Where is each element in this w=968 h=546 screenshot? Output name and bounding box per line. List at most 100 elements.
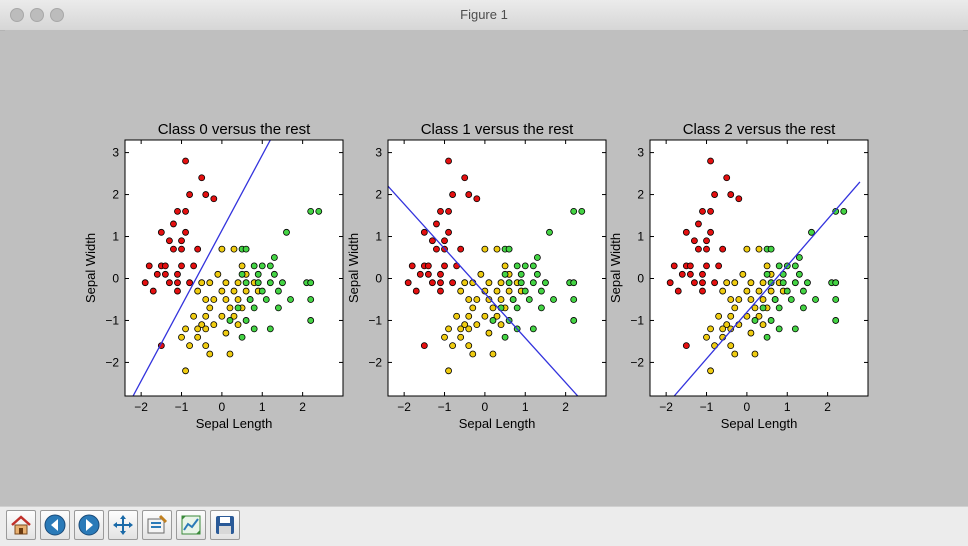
point-class1 xyxy=(707,325,714,333)
point-class2 xyxy=(578,207,586,215)
point-class2 xyxy=(501,333,509,341)
point-class2 xyxy=(266,325,274,333)
point-class0 xyxy=(186,191,193,198)
point-class1 xyxy=(747,296,755,303)
point-class2 xyxy=(795,270,803,278)
point-class1 xyxy=(457,333,465,341)
point-class0 xyxy=(703,245,710,253)
minimize-window-button[interactable] xyxy=(30,8,44,22)
pan-move-icon xyxy=(113,515,133,535)
x-tick-label: −1 xyxy=(175,400,189,414)
point-class2 xyxy=(570,296,578,303)
point-class0 xyxy=(437,270,444,278)
point-class1 xyxy=(505,287,513,295)
point-class1 xyxy=(715,312,723,320)
point-class0 xyxy=(445,207,452,215)
point-class2 xyxy=(767,317,775,324)
scatter-points xyxy=(404,157,586,375)
point-class1 xyxy=(234,321,242,329)
point-class1 xyxy=(222,296,230,303)
back-button[interactable] xyxy=(40,510,70,540)
home-icon xyxy=(11,515,31,535)
point-class1 xyxy=(465,312,473,320)
point-class2 xyxy=(804,279,811,287)
point-class0 xyxy=(178,262,185,270)
point-class1 xyxy=(202,296,210,303)
point-class2 xyxy=(307,296,315,303)
point-class0 xyxy=(703,262,710,270)
point-class2 xyxy=(315,207,323,215)
y-tick-label: −2 xyxy=(368,355,382,369)
configure-subplots-button[interactable] xyxy=(176,510,206,540)
forward-button[interactable] xyxy=(74,510,104,540)
point-class1 xyxy=(461,321,469,329)
point-class2 xyxy=(538,287,545,295)
point-class0 xyxy=(178,237,185,245)
point-class1 xyxy=(763,262,771,270)
point-class2 xyxy=(517,279,525,287)
y-tick-label: 1 xyxy=(375,230,382,244)
zoom-button[interactable] xyxy=(142,510,172,540)
point-class2 xyxy=(800,304,807,312)
point-class1 xyxy=(759,296,767,303)
save-button[interactable] xyxy=(210,510,240,540)
point-class2 xyxy=(538,304,545,312)
pan-button[interactable] xyxy=(108,510,138,540)
point-class2 xyxy=(791,325,799,333)
point-class0 xyxy=(707,157,714,165)
point-class0 xyxy=(674,287,682,295)
point-class2 xyxy=(307,279,315,287)
point-class1 xyxy=(182,325,189,333)
point-class1 xyxy=(198,321,206,329)
x-tick-label: 0 xyxy=(482,400,489,414)
point-class1 xyxy=(497,321,505,329)
point-class1 xyxy=(194,287,202,295)
point-class2 xyxy=(529,325,537,333)
x-axis-label: Sepal Length xyxy=(459,416,536,431)
point-class1 xyxy=(759,279,767,287)
point-class2 xyxy=(775,304,783,312)
zoom-window-button[interactable] xyxy=(50,8,64,22)
figure-canvas[interactable]: Class 0 versus the rest −2 −1 0 1 2 −2 −1 0 1 2 3 Se… xyxy=(5,30,963,506)
point-class0 xyxy=(691,237,698,245)
back-arrow-icon xyxy=(44,514,66,536)
close-window-button[interactable] xyxy=(10,8,24,22)
point-class1 xyxy=(226,304,234,312)
point-class1 xyxy=(469,304,477,312)
point-class0 xyxy=(699,207,706,215)
point-class2 xyxy=(832,279,840,287)
point-class2 xyxy=(840,207,848,215)
point-class0 xyxy=(715,262,723,270)
point-class1 xyxy=(735,296,743,303)
point-class1 xyxy=(493,287,501,295)
home-button[interactable] xyxy=(6,510,36,540)
point-class0 xyxy=(433,220,440,228)
point-class1 xyxy=(202,312,210,320)
axes-frame xyxy=(387,139,607,397)
point-class0 xyxy=(210,195,218,203)
point-class2 xyxy=(234,304,242,312)
point-class1 xyxy=(445,325,452,333)
point-class0 xyxy=(666,279,674,287)
subplot-1: Class 1 versus the rest −2 −1 0 1 2 −2 −1 0 1 2 3 Se… xyxy=(346,121,607,431)
point-class1 xyxy=(242,287,250,295)
point-class2 xyxy=(262,296,270,303)
point-class0 xyxy=(437,279,444,287)
point-class1 xyxy=(493,312,501,320)
subplot-title: Class 2 versus the rest xyxy=(683,121,836,138)
point-class0 xyxy=(686,270,694,278)
point-class1 xyxy=(218,287,226,295)
y-axis-label: Sepal Width xyxy=(346,233,361,303)
forward-arrow-icon xyxy=(78,514,100,536)
x-tick-label: 2 xyxy=(562,400,569,414)
point-class0 xyxy=(695,245,702,253)
point-class0 xyxy=(727,191,735,198)
point-class1 xyxy=(485,329,493,337)
y-tick-label: −1 xyxy=(105,313,119,327)
point-class1 xyxy=(727,342,735,350)
point-class0 xyxy=(174,287,181,295)
point-class0 xyxy=(190,262,198,270)
subplot-title: Class 0 versus the rest xyxy=(158,121,311,138)
point-class1 xyxy=(230,312,238,320)
x-tick-label: −1 xyxy=(438,400,452,414)
